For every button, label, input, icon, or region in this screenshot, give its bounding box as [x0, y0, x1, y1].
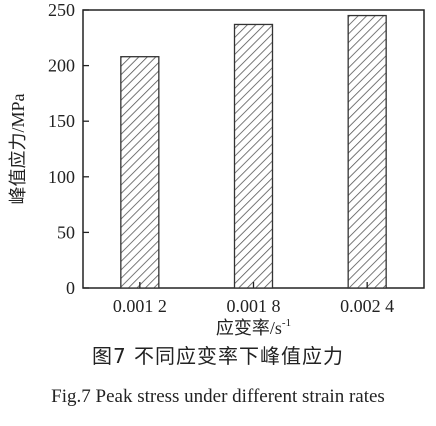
x-axis-label-text: 应变率/s: [216, 318, 282, 338]
x-tick-label: 0.001 8: [227, 296, 281, 316]
bar: [233, 23, 274, 289]
x-axis-label-superscript: -1: [282, 317, 291, 329]
figure-caption-english: Fig.7 Peak stress under different strain…: [51, 386, 385, 407]
y-tick-label: 200: [48, 56, 75, 76]
x-tick-label: 0.002 4: [340, 296, 394, 316]
bars: [120, 14, 387, 289]
y-axis-label: 峰值应力/MPa: [8, 93, 28, 204]
bar: [120, 56, 160, 289]
x-axis-ticks: 0.001 2 0.001 8 0.002 4: [113, 282, 394, 316]
y-axis-ticks: 0 50 100 150 200 250: [48, 0, 89, 298]
y-tick-label: 150: [48, 111, 75, 131]
x-axis-label: 应变率/s-1: [216, 317, 291, 338]
y-tick-label: 250: [48, 0, 75, 20]
y-tick-label: 0: [66, 278, 75, 298]
bar-chart: 0 50 100 150 200 250 0.001 2 0.001 8 0.002 4 峰值…: [8, 0, 425, 338]
y-tick-label: 100: [48, 167, 75, 187]
bar: [347, 14, 387, 289]
figure-caption-chinese: 图7 不同应变率下峰值应力: [91, 344, 345, 368]
y-tick-label: 50: [57, 222, 75, 242]
x-tick-label: 0.001 2: [113, 296, 167, 316]
